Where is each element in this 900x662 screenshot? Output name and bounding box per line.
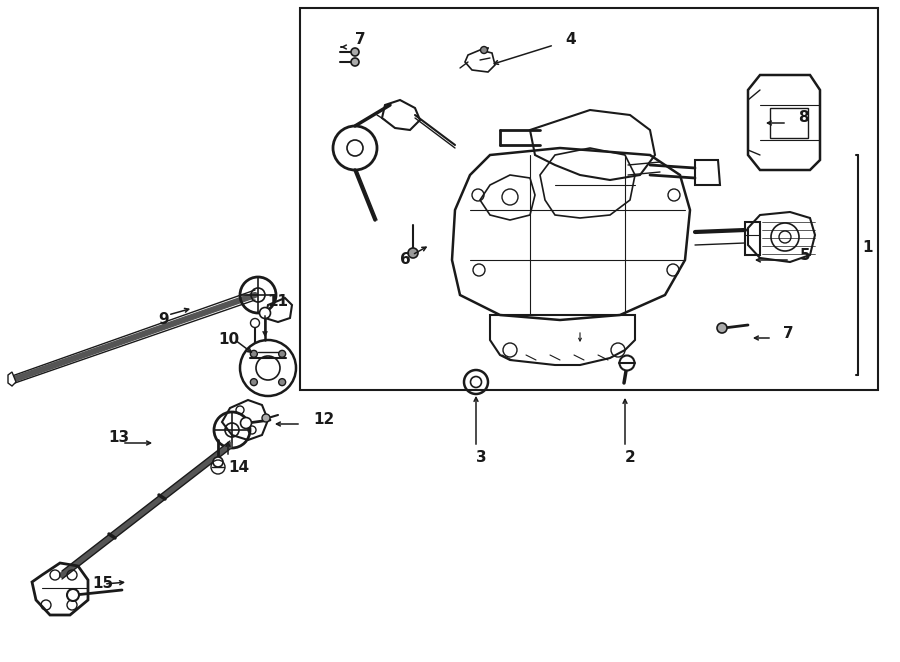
Text: 10: 10	[218, 332, 239, 348]
Text: 11: 11	[267, 295, 288, 310]
Text: 5: 5	[800, 248, 811, 263]
Circle shape	[250, 379, 257, 386]
Text: 4: 4	[565, 32, 576, 48]
Text: 8: 8	[798, 111, 808, 126]
Circle shape	[279, 350, 285, 357]
Circle shape	[213, 457, 223, 467]
Circle shape	[250, 350, 257, 357]
Text: 13: 13	[108, 430, 129, 446]
Text: 7: 7	[355, 32, 365, 48]
Circle shape	[259, 308, 271, 318]
Circle shape	[351, 58, 359, 66]
Text: 12: 12	[313, 412, 334, 428]
Circle shape	[481, 46, 488, 54]
Circle shape	[717, 323, 727, 333]
Circle shape	[619, 355, 634, 371]
Circle shape	[240, 340, 296, 396]
Circle shape	[67, 589, 79, 601]
Text: 1: 1	[862, 240, 872, 256]
Circle shape	[408, 248, 418, 258]
Circle shape	[240, 418, 251, 428]
Text: 9: 9	[158, 312, 168, 328]
Text: 14: 14	[228, 461, 249, 475]
Text: 2: 2	[625, 451, 635, 465]
Polygon shape	[8, 372, 16, 386]
Text: 7: 7	[783, 326, 794, 340]
Circle shape	[279, 379, 285, 386]
Text: 6: 6	[400, 252, 410, 267]
Circle shape	[351, 48, 359, 56]
Text: 15: 15	[92, 575, 113, 591]
Circle shape	[262, 414, 270, 422]
Bar	[300, 8, 878, 390]
Text: 3: 3	[476, 451, 487, 465]
Circle shape	[250, 318, 259, 328]
